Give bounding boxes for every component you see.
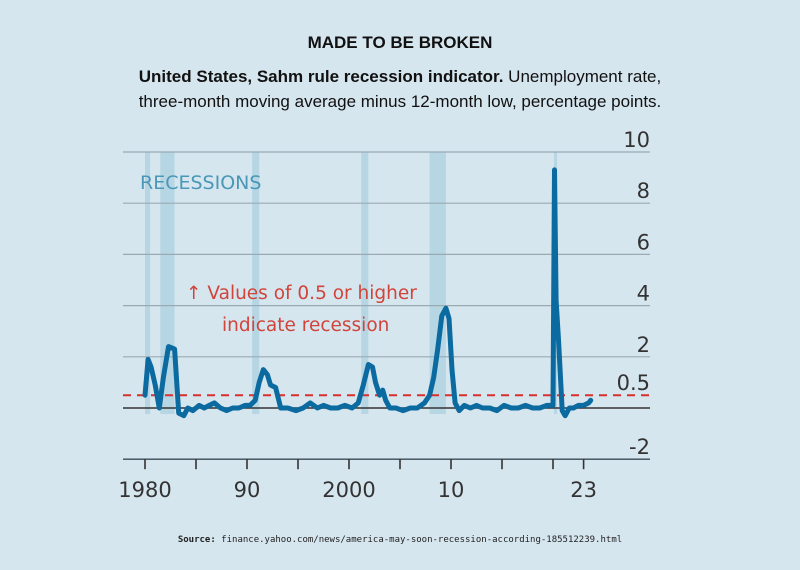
source-label: Source:	[177, 535, 216, 545]
subtitle-bold: United States, Sahm rule recession indic…	[138, 67, 504, 86]
recession-band	[252, 152, 260, 414]
x-tick-label: 1980	[118, 478, 171, 502]
chart-title: MADE TO BE BROKEN	[307, 33, 493, 52]
threshold-note-line1: ↑ Values of 0.5 or higher	[186, 283, 417, 304]
y-axis: 10 8 6 4 2 0.5 -2	[617, 128, 650, 459]
gridlines	[123, 151, 650, 460]
x-tick-label: 10	[438, 478, 465, 502]
y-tick-label: 6	[637, 230, 650, 254]
chart-subtitle: United States, Sahm rule recession indic…	[0, 64, 800, 114]
x-tick-label: 23	[570, 478, 597, 502]
recession-band	[361, 152, 369, 414]
recession-band	[145, 152, 151, 414]
x-tick-label: 90	[234, 478, 261, 502]
y-tick-label: 0.5	[617, 371, 650, 395]
recession-band	[429, 152, 446, 414]
y-tick-label: -2	[629, 435, 650, 459]
source-url: finance.yahoo.com/news/america-may-soon-…	[215, 535, 623, 545]
x-axis: 1980 90 2000 10 23	[118, 459, 597, 502]
recessions-label: RECESSIONS	[140, 172, 261, 194]
x-tick-label: 2000	[322, 478, 375, 502]
subtitle-line2: three-month moving average minus 12-mont…	[138, 92, 662, 111]
y-tick-label: 10	[623, 128, 650, 152]
series-layer	[142, 167, 594, 419]
subtitle-rest: Unemployment rate,	[503, 67, 662, 86]
y-tick-label: 8	[637, 179, 650, 203]
threshold-note-line2: indicate recession	[222, 315, 389, 336]
y-tick-label: 2	[637, 333, 650, 357]
series-line	[142, 167, 594, 419]
source-note: Source: finance.yahoo.com/news/america-m…	[0, 535, 800, 545]
y-tick-label: 4	[637, 282, 650, 306]
